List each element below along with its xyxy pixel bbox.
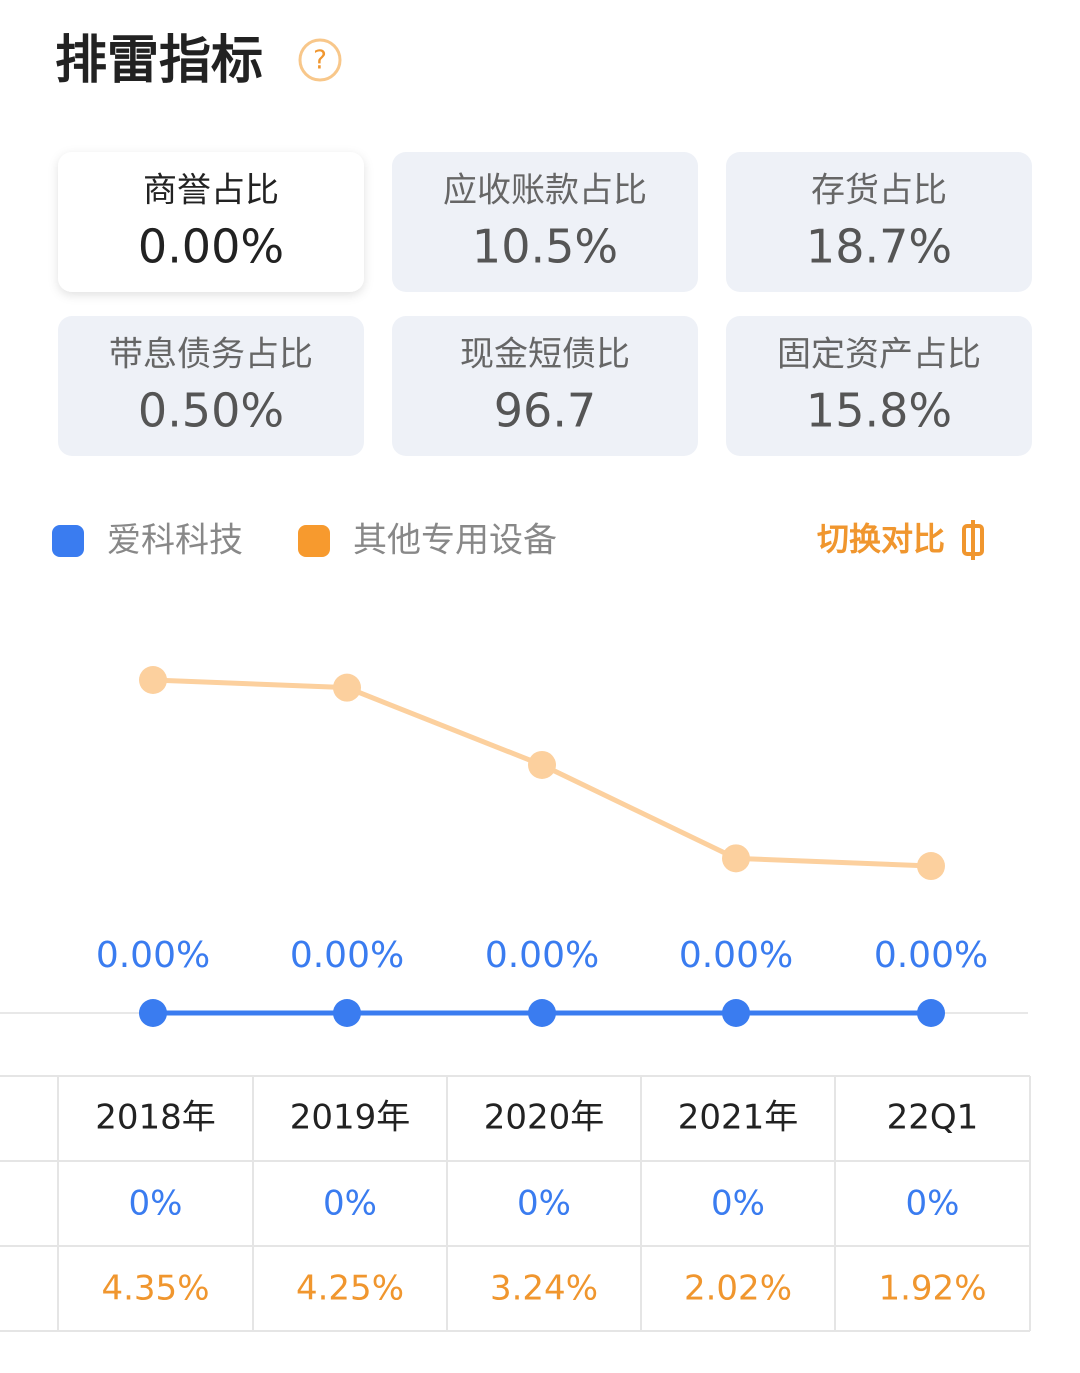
table-header: 2020年 [484,1098,605,1138]
metric-card[interactable] [58,152,364,292]
table-cell: 1.92% [878,1269,986,1309]
legend-swatch [52,525,84,557]
metric-card[interactable] [58,316,364,456]
metric-label: 应收账款占比 [443,171,647,211]
data-point [139,999,167,1027]
metric-card[interactable] [726,316,1032,456]
metric-value: 0.50% [138,384,284,438]
metric-value: 15.8% [806,384,952,438]
table-cell: 2.02% [684,1269,792,1309]
section-title: 排雷指标 [55,31,263,91]
table-cell: 4.25% [296,1269,404,1309]
data-point [917,999,945,1027]
metric-card[interactable] [392,316,698,456]
value-label: 0.00% [96,935,210,976]
table-cell: 3.24% [490,1269,598,1309]
table-cell: 0% [711,1184,765,1224]
table-header: 22Q1 [887,1098,979,1138]
metric-label: 带息债务占比 [109,335,313,375]
value-label: 0.00% [874,935,988,976]
table-cell: 0% [129,1184,183,1224]
table-cell: 0% [517,1184,571,1224]
metric-label: 商誉占比 [143,171,279,211]
table-cell: 0% [323,1184,377,1224]
metric-card[interactable] [726,152,1032,292]
table-header: 2021年 [678,1098,799,1138]
metric-value: 18.7% [806,220,952,274]
metric-value: 10.5% [472,220,618,274]
data-point [333,999,361,1027]
table-header: 2019年 [290,1098,411,1138]
metric-card[interactable] [392,152,698,292]
toggle-compare[interactable]: 切换对比 [817,520,945,558]
data-point [333,673,361,702]
help-mark[interactable]: ? [313,46,327,76]
metric-label: 存货占比 [811,171,947,211]
data-point [528,999,556,1027]
table-header: 2018年 [95,1098,216,1138]
table-cell: 4.35% [101,1269,209,1309]
legend-label: 爱科科技 [107,521,243,561]
legend-swatch [298,525,330,557]
value-label: 0.00% [679,935,793,976]
table-cell: 0% [906,1184,960,1224]
metric-value: 96.7 [494,384,596,438]
data-point [722,844,750,873]
metric-label: 现金短债比 [460,335,630,375]
legend-label: 其他专用设备 [353,521,557,561]
value-label: 0.00% [290,935,404,976]
data-point [528,750,556,779]
value-label: 0.00% [485,935,599,976]
data-point [722,999,750,1027]
help-icon[interactable] [298,38,342,82]
metric-label: 固定资产占比 [777,335,981,375]
data-point [139,666,167,694]
data-point [917,852,945,881]
metric-value: 0.00% [138,220,284,274]
